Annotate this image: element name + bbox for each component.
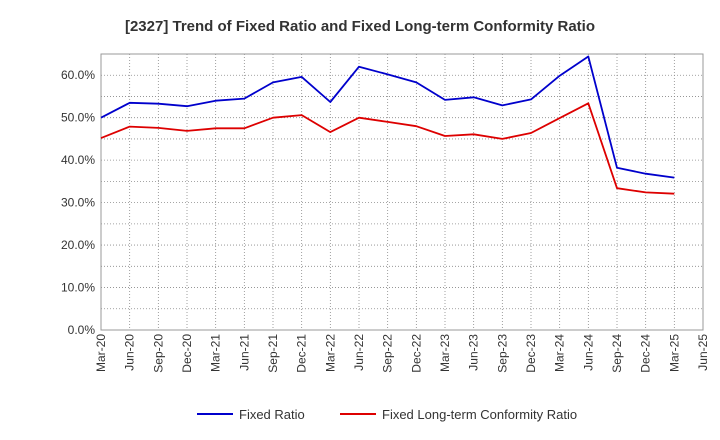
x-tick-label: Sep-22 bbox=[381, 334, 395, 373]
x-tick-label: Sep-20 bbox=[151, 334, 165, 373]
y-tick-label: 40.0% bbox=[61, 153, 95, 167]
chart-title: [2327] Trend of Fixed Ratio and Fixed Lo… bbox=[125, 18, 595, 35]
x-tick-label: Mar-20 bbox=[94, 334, 108, 372]
grid bbox=[100, 54, 704, 330]
x-tick-label: Dec-20 bbox=[180, 334, 194, 373]
x-tick-label: Mar-24 bbox=[553, 334, 567, 372]
series-line-fixed-ratio bbox=[100, 55, 675, 179]
y-tick-label: 30.0% bbox=[61, 196, 95, 210]
x-tick-label: Sep-24 bbox=[610, 334, 624, 373]
series-lines bbox=[100, 55, 675, 195]
x-tick-label: Jun-22 bbox=[352, 334, 366, 371]
x-tick-label: Jun-24 bbox=[581, 334, 595, 371]
plot-area-frame bbox=[100, 53, 704, 331]
x-tick-label: Dec-22 bbox=[409, 334, 423, 373]
y-tick-label: 50.0% bbox=[61, 111, 95, 125]
legend: Fixed Ratio Fixed Long-term Conformity Ra… bbox=[197, 407, 577, 422]
x-tick-label: Dec-23 bbox=[524, 334, 538, 373]
x-tick-label: Mar-23 bbox=[438, 334, 452, 372]
x-tick-label: Mar-22 bbox=[323, 334, 337, 372]
legend-label: Fixed Long-term Conformity Ratio bbox=[382, 407, 577, 422]
x-tick-label: Jun-23 bbox=[467, 334, 481, 371]
y-axis-ticks: 0.0% 10.0% 20.0% 30.0% 40.0% 50.0% 60.0% bbox=[61, 68, 95, 337]
legend-label: Fixed Ratio bbox=[239, 407, 305, 422]
x-tick-label: Jun-20 bbox=[123, 334, 137, 371]
x-tick-label: Jun-25 bbox=[696, 334, 710, 371]
series-line-fixed-long-term-conformity-ratio bbox=[100, 102, 675, 195]
x-tick-label: Mar-25 bbox=[667, 334, 681, 372]
x-tick-label: Sep-23 bbox=[495, 334, 509, 373]
y-tick-label: 0.0% bbox=[68, 323, 96, 337]
x-axis-ticks: Mar-20 Jun-20 Sep-20 Dec-20 Mar-21 Jun-21 Sep-… bbox=[94, 334, 710, 373]
y-tick-label: 20.0% bbox=[61, 238, 95, 252]
x-tick-label: Sep-21 bbox=[266, 334, 280, 373]
x-tick-label: Dec-21 bbox=[295, 334, 309, 373]
x-tick-label: Dec-24 bbox=[639, 334, 653, 373]
y-tick-label: 10.0% bbox=[61, 281, 95, 295]
x-tick-label: Mar-21 bbox=[209, 334, 223, 372]
x-tick-label: Jun-21 bbox=[237, 334, 251, 371]
y-tick-label: 60.0% bbox=[61, 68, 95, 82]
